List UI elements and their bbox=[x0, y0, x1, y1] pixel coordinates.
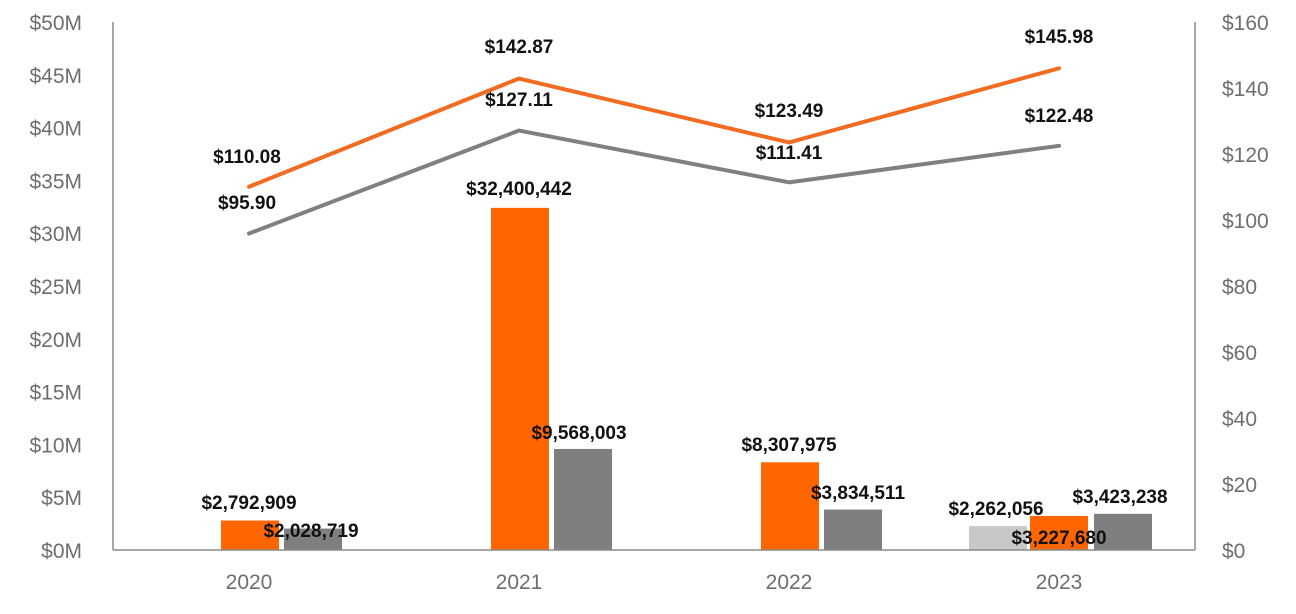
gray-bar-data-label: $9,568,003 bbox=[531, 423, 626, 444]
y-left-tick-label: $40M bbox=[29, 118, 82, 141]
gray-line-data-label: $127.11 bbox=[485, 90, 553, 111]
orange-line bbox=[247, 66, 1061, 189]
gray-bar-data-label: $3,834,511 bbox=[811, 483, 905, 504]
y-left-tick-label: $30M bbox=[29, 223, 82, 246]
orange-bar bbox=[1030, 515, 1088, 550]
y-right-tick-label: $120 bbox=[1222, 144, 1269, 167]
x-tick-label: 2020 bbox=[226, 571, 273, 594]
gray-line-data-label: $111.41 bbox=[756, 143, 823, 164]
orange-bar bbox=[221, 520, 279, 550]
gray-bar-data-label: $3,423,238 bbox=[1072, 487, 1167, 508]
y-right-tick-label: $140 bbox=[1222, 78, 1269, 101]
gray-bar bbox=[554, 448, 612, 550]
orange-line-data-label: $123.49 bbox=[755, 101, 824, 122]
orange-line-data-label: $142.87 bbox=[485, 37, 554, 58]
gray-line-data-label: $95.90 bbox=[218, 193, 276, 214]
y-right-tick-label: $100 bbox=[1222, 210, 1269, 233]
y-left-tick-label: $10M bbox=[29, 434, 82, 457]
y-left-tick-label: $0M bbox=[41, 540, 82, 563]
y-right-tick-label: $160 bbox=[1222, 12, 1269, 35]
gray-bar bbox=[284, 528, 342, 550]
orange-bar bbox=[491, 207, 549, 551]
orange-bar-data-label: $32,400,442 bbox=[466, 179, 572, 200]
light-gray-bar bbox=[969, 526, 1027, 550]
orange-bar-data-label: $3,227,680 bbox=[1011, 528, 1106, 549]
y-right-tick-label: $80 bbox=[1222, 276, 1257, 299]
y-right-tick-label: $60 bbox=[1222, 342, 1257, 365]
y-left-tick-label: $15M bbox=[29, 382, 82, 405]
gray-bar-data-label: $2,028,719 bbox=[263, 521, 358, 542]
orange-bar bbox=[761, 462, 819, 550]
y-right-tick-label: $20 bbox=[1222, 474, 1257, 497]
y-left-tick-label: $45M bbox=[29, 65, 82, 88]
y-right-tick-label: $40 bbox=[1222, 408, 1257, 431]
y-left-tick-label: $5M bbox=[41, 487, 82, 510]
y-left-tick-label: $20M bbox=[29, 329, 82, 352]
x-tick-label: 2023 bbox=[1036, 571, 1083, 594]
y-left-tick-label: $35M bbox=[29, 170, 82, 193]
gray-line bbox=[247, 128, 1061, 236]
x-tick-label: 2021 bbox=[496, 571, 543, 594]
gray-bar bbox=[824, 509, 882, 550]
gray-bar bbox=[1094, 513, 1152, 550]
gray-line-data-label: $122.48 bbox=[1025, 106, 1094, 127]
orange-line-data-label: $145.98 bbox=[1025, 27, 1094, 48]
orange-line-data-label: $110.08 bbox=[213, 147, 281, 168]
x-tick-label: 2022 bbox=[766, 571, 813, 594]
y-left-tick-label: $50M bbox=[29, 12, 82, 35]
orange-bar-data-label: $8,307,975 bbox=[741, 435, 837, 456]
orange-bar-data-label: $2,792,909 bbox=[201, 493, 296, 514]
y-left-tick-label: $25M bbox=[29, 276, 82, 299]
y-right-tick-label: $0 bbox=[1222, 540, 1245, 563]
light-gray-bar-data-label: $2,262,056 bbox=[948, 499, 1043, 520]
